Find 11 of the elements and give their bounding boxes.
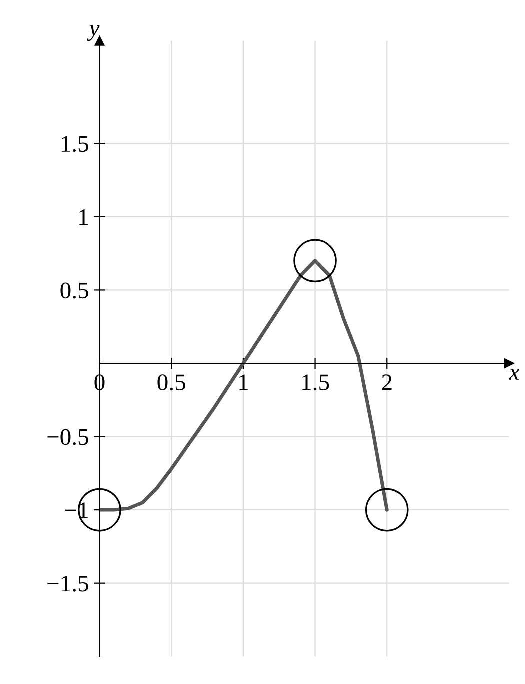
y-tick-label: −0.5 bbox=[48, 429, 88, 446]
x-tick-label: 1 bbox=[240, 374, 248, 390]
y-tick-label: 0.5 bbox=[60, 282, 88, 299]
x-tick-label: 1.5 bbox=[302, 374, 330, 391]
y-tick-label: 1.5 bbox=[62, 136, 88, 152]
x-tick-label: 2 bbox=[382, 374, 392, 390]
y-tick-label: −1.5 bbox=[48, 576, 88, 592]
y-axis-title: y bbox=[87, 25, 100, 42]
x-tick-label: 0.5 bbox=[158, 374, 186, 391]
y-tick-label: 1 bbox=[80, 210, 88, 226]
x-axis-title: x bbox=[508, 369, 520, 380]
